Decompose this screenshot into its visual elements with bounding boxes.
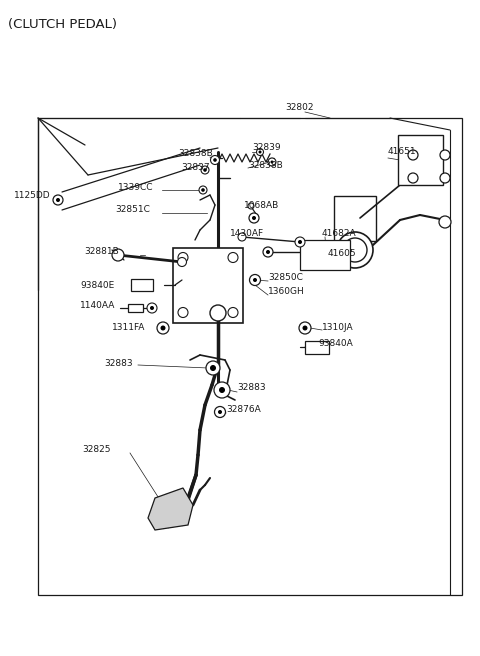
Circle shape — [147, 303, 157, 313]
Text: 32881B: 32881B — [84, 247, 119, 256]
Circle shape — [238, 233, 246, 241]
Circle shape — [440, 173, 450, 183]
Circle shape — [213, 158, 217, 162]
Text: 32850C: 32850C — [268, 274, 303, 283]
Text: 93840E: 93840E — [80, 281, 114, 289]
Circle shape — [295, 237, 305, 247]
Circle shape — [343, 238, 367, 262]
Text: 1311FA: 1311FA — [112, 323, 145, 331]
Text: 32883: 32883 — [104, 358, 132, 367]
FancyBboxPatch shape — [334, 195, 376, 241]
Circle shape — [157, 322, 169, 334]
Circle shape — [259, 150, 262, 154]
Text: 32838B: 32838B — [178, 148, 213, 157]
Circle shape — [201, 166, 209, 174]
Text: 41605: 41605 — [328, 249, 357, 258]
Text: 32883: 32883 — [237, 384, 265, 392]
Text: 1360GH: 1360GH — [268, 287, 305, 297]
FancyBboxPatch shape — [128, 304, 143, 312]
Circle shape — [210, 365, 216, 371]
Circle shape — [263, 247, 273, 257]
Circle shape — [439, 216, 451, 228]
Polygon shape — [148, 488, 193, 530]
Circle shape — [178, 253, 188, 262]
Bar — [38, 118, 462, 595]
Circle shape — [249, 213, 259, 223]
Circle shape — [214, 382, 230, 398]
FancyBboxPatch shape — [305, 340, 329, 354]
Circle shape — [408, 150, 418, 160]
Circle shape — [228, 308, 238, 318]
Circle shape — [248, 203, 254, 209]
Text: 1339CC: 1339CC — [118, 182, 154, 192]
FancyBboxPatch shape — [300, 240, 350, 270]
Circle shape — [56, 198, 60, 202]
Circle shape — [203, 168, 207, 172]
FancyBboxPatch shape — [131, 279, 153, 291]
Text: 32837: 32837 — [181, 163, 210, 173]
Circle shape — [302, 325, 308, 331]
Text: 1430AF: 1430AF — [230, 228, 264, 237]
Circle shape — [215, 407, 226, 417]
Circle shape — [253, 278, 257, 282]
Circle shape — [53, 195, 63, 205]
Circle shape — [408, 173, 418, 183]
Circle shape — [219, 387, 225, 393]
Text: 93840A: 93840A — [318, 340, 353, 348]
Text: 32876A: 32876A — [226, 405, 261, 415]
Text: 32851C: 32851C — [115, 205, 150, 215]
Text: 32802: 32802 — [285, 104, 313, 112]
Circle shape — [271, 161, 274, 163]
Text: 32839: 32839 — [252, 144, 281, 152]
Circle shape — [178, 258, 187, 266]
Circle shape — [337, 232, 373, 268]
Circle shape — [160, 325, 166, 331]
Circle shape — [206, 361, 220, 375]
Text: 1068AB: 1068AB — [244, 201, 279, 211]
Circle shape — [268, 158, 276, 166]
Circle shape — [266, 250, 270, 254]
Circle shape — [150, 306, 154, 310]
Circle shape — [250, 274, 261, 285]
Circle shape — [210, 305, 226, 321]
Text: 41651: 41651 — [388, 148, 417, 157]
Circle shape — [199, 186, 207, 194]
Circle shape — [201, 188, 205, 192]
Circle shape — [112, 249, 124, 261]
Text: 1140AA: 1140AA — [80, 300, 115, 310]
Circle shape — [440, 150, 450, 160]
Circle shape — [178, 308, 188, 318]
Circle shape — [211, 155, 219, 165]
Text: 32838B: 32838B — [248, 161, 283, 169]
FancyBboxPatch shape — [173, 247, 243, 323]
Circle shape — [228, 253, 238, 262]
Text: 1125DD: 1125DD — [14, 190, 50, 199]
Text: 1310JA: 1310JA — [322, 323, 354, 331]
Circle shape — [299, 322, 311, 334]
Circle shape — [256, 148, 264, 155]
Text: 41682A: 41682A — [322, 228, 357, 237]
Text: 32825: 32825 — [82, 445, 110, 455]
Text: (CLUTCH PEDAL): (CLUTCH PEDAL) — [8, 18, 117, 31]
Circle shape — [298, 240, 302, 244]
Circle shape — [218, 410, 222, 414]
Circle shape — [252, 216, 256, 220]
FancyBboxPatch shape — [397, 135, 443, 185]
